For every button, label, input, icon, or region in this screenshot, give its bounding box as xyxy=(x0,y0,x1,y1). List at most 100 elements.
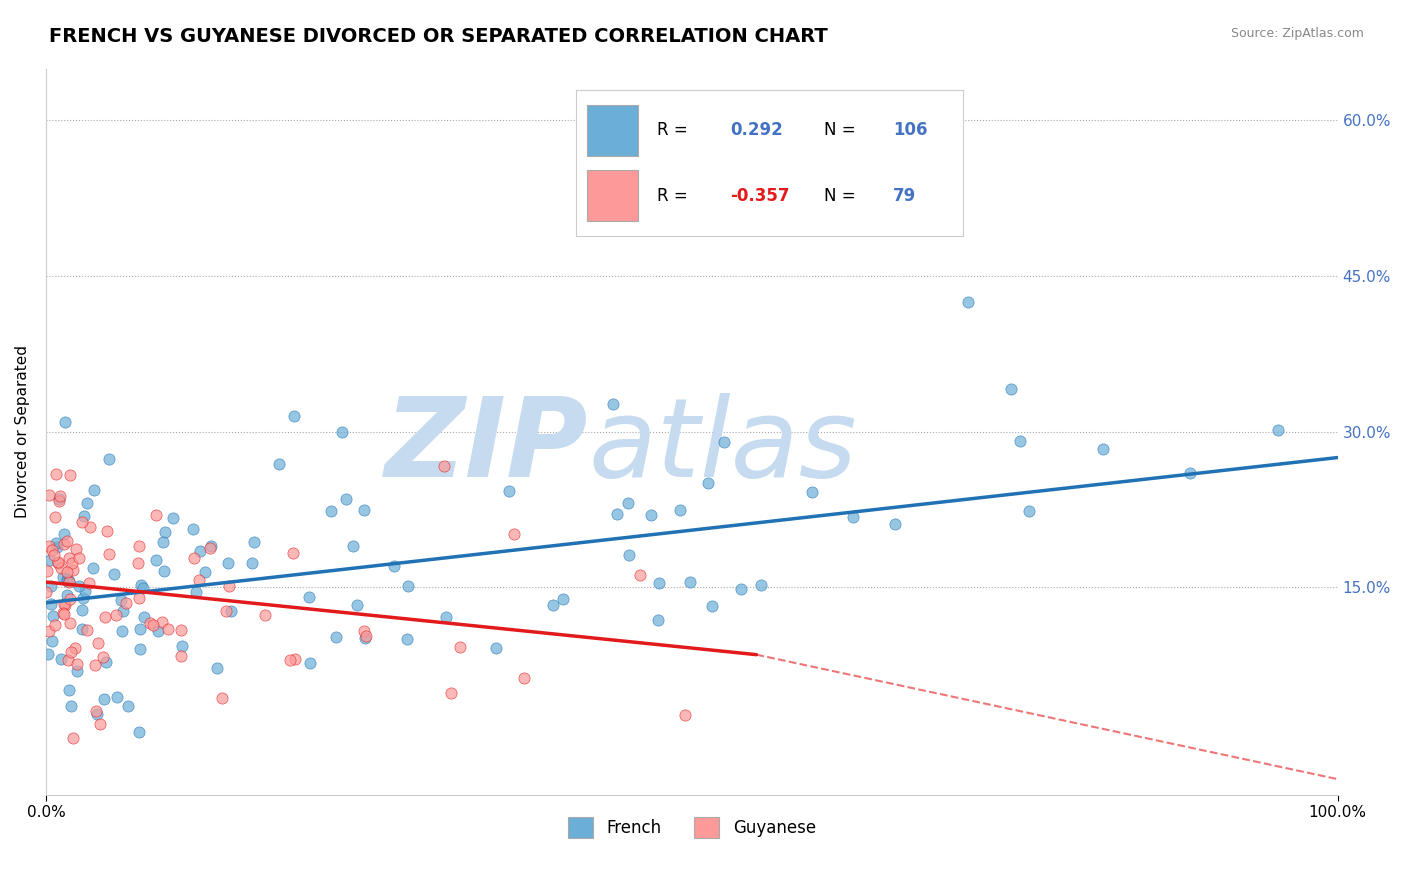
Point xyxy=(434,610,457,624)
Point xyxy=(49,560,72,574)
Point xyxy=(498,483,520,498)
Point xyxy=(52,606,75,620)
Point xyxy=(103,566,125,581)
Point xyxy=(128,724,150,739)
Point xyxy=(60,645,83,659)
Point xyxy=(162,511,184,525)
Point xyxy=(200,540,222,554)
Point xyxy=(321,504,343,518)
Point xyxy=(198,541,221,556)
Point xyxy=(93,610,115,624)
Point xyxy=(111,624,134,638)
Point xyxy=(218,579,240,593)
Point xyxy=(97,451,120,466)
Point xyxy=(730,582,752,597)
Point xyxy=(148,624,170,639)
Point xyxy=(56,589,79,603)
Point xyxy=(70,623,93,637)
Point xyxy=(330,425,353,439)
Point xyxy=(84,657,107,672)
Point xyxy=(342,539,364,553)
Point xyxy=(396,579,419,593)
Point xyxy=(76,624,98,638)
Point xyxy=(956,294,979,309)
Point xyxy=(150,615,173,630)
Point xyxy=(217,557,239,571)
Point xyxy=(254,607,277,622)
Point xyxy=(35,564,58,578)
Point xyxy=(502,527,524,541)
Point xyxy=(84,704,107,718)
Point xyxy=(52,527,75,541)
Point xyxy=(1000,382,1022,396)
Point xyxy=(55,572,77,586)
Point xyxy=(1091,442,1114,456)
Point xyxy=(440,686,463,700)
Point xyxy=(152,535,174,549)
Point xyxy=(38,553,60,567)
Point xyxy=(395,632,418,647)
Point xyxy=(243,535,266,549)
Point xyxy=(188,573,211,587)
Point xyxy=(39,579,62,593)
Point xyxy=(67,579,90,593)
Point xyxy=(70,603,93,617)
Point xyxy=(1010,434,1032,449)
Point xyxy=(67,550,90,565)
Point xyxy=(110,592,132,607)
Point xyxy=(65,542,87,557)
Point xyxy=(38,488,60,502)
Point xyxy=(628,567,651,582)
Point xyxy=(617,496,640,510)
Point xyxy=(82,561,104,575)
Point xyxy=(63,640,86,655)
Point xyxy=(170,623,193,637)
Point xyxy=(59,468,82,483)
Point xyxy=(89,716,111,731)
Y-axis label: Divorced or Separated: Divorced or Separated xyxy=(15,345,30,518)
Point xyxy=(267,457,290,471)
Point xyxy=(129,622,152,636)
Point xyxy=(543,599,565,613)
Point xyxy=(48,555,70,569)
Point xyxy=(60,556,83,570)
Point xyxy=(45,535,67,549)
Point xyxy=(647,614,669,628)
Point xyxy=(281,546,304,560)
Point xyxy=(56,574,79,589)
Point xyxy=(184,584,207,599)
Point xyxy=(640,508,662,522)
Point xyxy=(87,636,110,650)
Point xyxy=(145,508,167,523)
Point xyxy=(153,524,176,539)
Point xyxy=(45,540,67,554)
Point xyxy=(77,575,100,590)
Point xyxy=(98,547,121,561)
Point xyxy=(52,570,75,584)
Point xyxy=(205,661,228,675)
Point xyxy=(46,556,69,570)
Point xyxy=(52,607,75,621)
Point xyxy=(128,539,150,553)
Point xyxy=(353,503,375,517)
Point xyxy=(513,671,536,685)
Point xyxy=(58,652,80,666)
Point xyxy=(58,551,80,566)
Point xyxy=(96,524,118,539)
Point xyxy=(42,548,65,562)
Point xyxy=(38,539,60,553)
Point xyxy=(211,690,233,705)
Point xyxy=(128,591,150,605)
Point xyxy=(354,631,377,645)
Point xyxy=(44,618,66,632)
Point xyxy=(170,648,193,663)
Point xyxy=(55,533,77,548)
Point xyxy=(111,604,134,618)
Point xyxy=(51,652,73,666)
Point xyxy=(38,624,60,639)
Point xyxy=(1018,504,1040,518)
Point xyxy=(93,692,115,706)
Text: atlas: atlas xyxy=(589,392,858,500)
Point xyxy=(53,537,76,551)
Point xyxy=(170,639,193,653)
